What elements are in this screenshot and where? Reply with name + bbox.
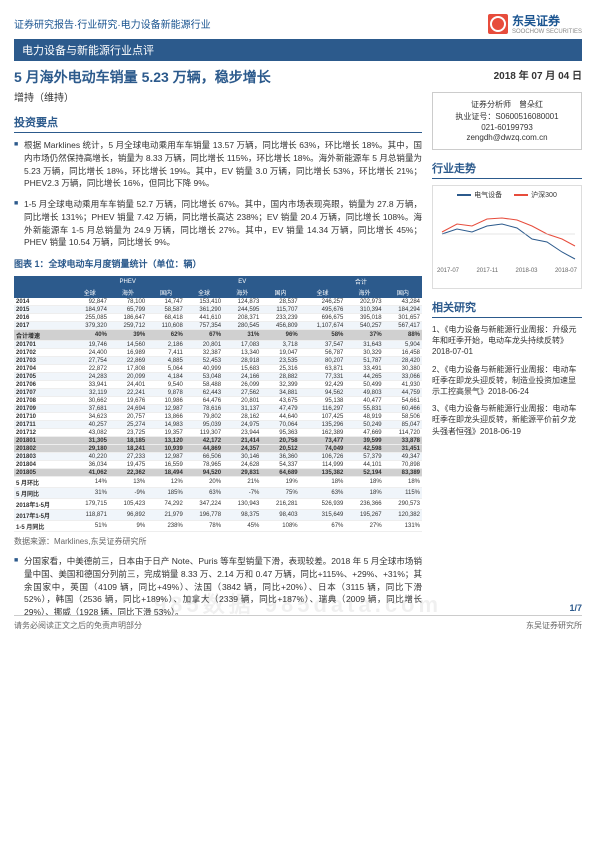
footer-disclaimer: 请务必阅读正文之后的免责声明部分 [14, 620, 142, 631]
section-keypoints: 投资要点 [14, 114, 422, 133]
key-point: 1-5 月全球电动乘用车车销量 52.7 万辆，同比增长 67%。其中，国内市场… [14, 198, 422, 249]
page-number: 1/7 [569, 603, 582, 613]
breadcrumb: 证券研究报告·行业研究·电力设备新能源行业 [14, 16, 211, 31]
logo-icon [488, 14, 508, 34]
logo-cn: 东吴证券 [512, 12, 582, 29]
title-bar: 电力设备与新能源行业点评 [14, 39, 582, 61]
headline: 5 月海外电动车销量 5.23 万辆，稳步增长 [14, 67, 422, 87]
table-source: 数据来源：Marklines,东吴证券研究所 [14, 536, 422, 547]
rating: 增持（维持） [14, 89, 422, 104]
logo-en: SOOCHOW SECURITIES [512, 29, 582, 35]
key-point: 根据 Marklines 统计，5 月全球电动乘用车车销量 13.57 万辆，同… [14, 139, 422, 190]
section-trend: 行业走势 [432, 160, 582, 179]
trend-chart: 电气设备沪深300 2017-072017-112018-032018-07 [432, 185, 582, 289]
report-date: 2018 年 07 月 04 日 [432, 67, 582, 82]
table-title: 图表 1：全球电动车月度销量统计（单位：辆） [14, 257, 422, 270]
section-related: 相关研究 [432, 299, 582, 318]
company-logo: 东吴证券 SOOCHOW SECURITIES [488, 12, 582, 35]
analyst-box: 证券分析师 曾朵红 执业证号：S0600516080001 021-601997… [432, 92, 582, 150]
footer-source: 东吴证券研究所 [526, 620, 582, 631]
related-list: 1、《电力设备与新能源行业周报：升级元年和旺季开始，电动车龙头持续反转》2018… [432, 324, 582, 437]
data-table: PHEVEV合计全球海外国内全球海外国内全球海外国内 201492,84778,… [14, 276, 422, 532]
